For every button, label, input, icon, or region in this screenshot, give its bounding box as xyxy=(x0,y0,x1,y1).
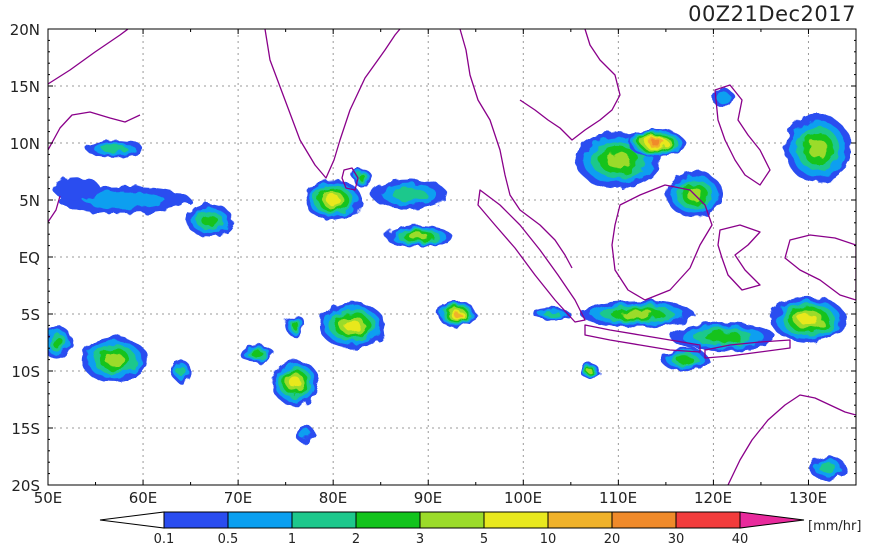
colorbar-high-arrow xyxy=(739,511,805,529)
colorbar-tick-label: 2 xyxy=(352,532,360,544)
colorbar-swatch xyxy=(227,511,293,529)
rain-cell xyxy=(344,319,361,331)
colorbar-swatch xyxy=(483,511,549,529)
colorbar-unit: [mm/hr] xyxy=(808,519,861,534)
colorbar-swatch xyxy=(611,511,677,529)
rain-cell xyxy=(105,353,125,367)
rain-cell xyxy=(808,138,828,159)
rain-cell xyxy=(409,233,429,240)
lat-label: 10S xyxy=(11,363,40,381)
lon-label: 120E xyxy=(694,489,732,507)
lat-label: 10N xyxy=(10,135,40,153)
rain-cell xyxy=(676,355,694,364)
lon-label: 100E xyxy=(504,489,542,507)
rain-cell xyxy=(201,214,218,227)
colorbar: 0.1 0.5 1 2 3 5 10 20 30 40 [mm/hr] xyxy=(99,511,861,547)
lon-label: 70E xyxy=(224,489,253,507)
rain-cell xyxy=(392,187,427,201)
colorbar-tick-label: 20 xyxy=(604,532,621,544)
rain-cell xyxy=(52,336,63,349)
colorbar-swatch xyxy=(291,511,357,529)
coastlines xyxy=(48,29,856,485)
lat-label: 20N xyxy=(10,21,40,39)
rain-cell xyxy=(83,191,165,209)
lon-label: 50E xyxy=(34,489,63,507)
rain-cell xyxy=(298,428,311,440)
lon-label: 130E xyxy=(789,489,827,507)
rain-cell xyxy=(289,376,301,388)
map-title: 00Z21Dec2017 xyxy=(688,2,856,26)
rain-cell xyxy=(621,310,654,318)
axis-ticks xyxy=(47,28,857,486)
lon-axis: 50E 60E 70E 80E 90E 100E 110E 120E 130E xyxy=(34,489,827,507)
colorbar-tick-label: 3 xyxy=(416,532,424,544)
colorbar-swatch xyxy=(163,511,229,529)
rain-cell xyxy=(587,368,593,374)
colorbar-swatch xyxy=(355,511,421,529)
lat-label: 15S xyxy=(11,420,40,438)
rain-cell xyxy=(101,144,128,153)
lat-label: 20S xyxy=(11,477,40,495)
lat-label: 5N xyxy=(19,192,40,210)
lon-label: 110E xyxy=(599,489,637,507)
rain-cell xyxy=(799,314,818,326)
colorbar-tick-label: 0.5 xyxy=(218,532,239,544)
colorbar-tick-label: 1 xyxy=(288,532,296,544)
colorbar-swatch xyxy=(547,511,613,529)
lon-label: 60E xyxy=(129,489,158,507)
rain-cell xyxy=(251,350,264,358)
colorbar-low-arrow xyxy=(99,511,165,529)
colorbar-tick-label: 5 xyxy=(480,532,488,544)
rain-cell xyxy=(176,365,186,377)
rain-cell xyxy=(543,311,561,317)
rain-cell xyxy=(651,140,662,146)
lat-label: EQ xyxy=(19,249,40,267)
rain-cell xyxy=(291,321,299,330)
colorbar-tick-label: 30 xyxy=(668,532,685,544)
rain-cell xyxy=(52,177,101,201)
rain-cell xyxy=(326,195,341,205)
colorbar-swatch xyxy=(419,511,485,529)
colorbar-swatch xyxy=(675,511,741,529)
lon-label: 90E xyxy=(414,489,443,507)
rain-cell xyxy=(704,331,742,342)
colorbar-tick-label: 40 xyxy=(732,532,749,544)
lat-axis: 20N 15N 10N 5N EQ 5S 10S 15S 20S xyxy=(10,21,40,495)
rain-cell xyxy=(452,311,461,317)
rain-cell xyxy=(606,151,631,169)
rain-cell xyxy=(358,174,366,181)
rain-cell xyxy=(819,462,836,473)
colorbar-tick-label: 10 xyxy=(540,532,557,544)
lat-label: 15N xyxy=(10,78,40,96)
colorbar-tick-label: 0.1 xyxy=(154,532,175,544)
lon-label: 80E xyxy=(319,489,348,507)
rain-cell xyxy=(715,91,730,104)
lat-label: 5S xyxy=(21,306,40,324)
rain-areas xyxy=(48,88,852,480)
